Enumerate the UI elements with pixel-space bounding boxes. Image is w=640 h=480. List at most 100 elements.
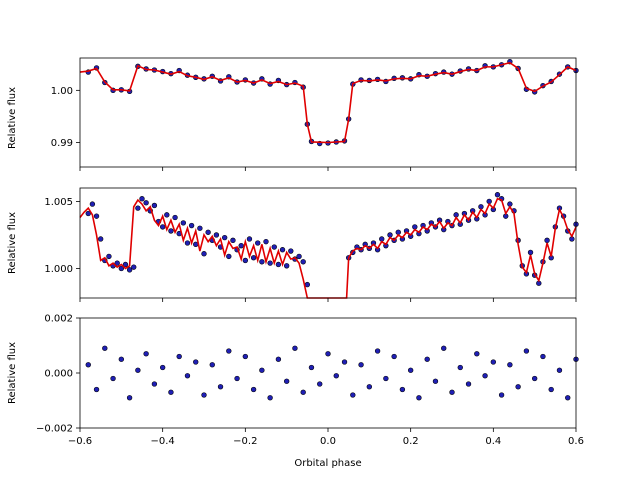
data-point <box>374 348 381 354</box>
data-point <box>304 281 311 288</box>
data-point <box>308 364 315 371</box>
data-point <box>399 386 406 393</box>
data-point <box>383 375 389 382</box>
data-point <box>416 395 422 401</box>
y-ticks: 1.000 1.005 <box>44 197 80 275</box>
data-point <box>209 362 215 368</box>
data-point <box>242 353 249 360</box>
data-point <box>490 359 497 365</box>
data-point <box>556 367 563 373</box>
data-point <box>325 351 331 357</box>
data-point <box>296 253 302 260</box>
data-point <box>89 201 96 207</box>
data-point <box>540 353 546 360</box>
y-tick-label: 0.002 <box>44 314 73 325</box>
panel-top: 0.99 1.00 Relative flux <box>7 57 579 171</box>
data-point <box>271 244 277 250</box>
data-point <box>164 212 170 218</box>
data-point <box>139 196 145 202</box>
data-point <box>259 367 265 373</box>
y-tick-label: 0.99 <box>51 138 73 149</box>
y-tick-label: −0.002 <box>36 424 73 435</box>
data-point <box>292 345 298 351</box>
data-point <box>515 384 521 390</box>
data-point <box>267 260 273 266</box>
data-point <box>201 392 207 398</box>
data-point <box>143 351 149 357</box>
data-point <box>114 260 120 266</box>
data-point <box>366 384 373 390</box>
residual-points <box>85 345 579 401</box>
data-point <box>391 353 397 360</box>
data-point <box>407 367 414 373</box>
data-point <box>317 381 323 387</box>
x-tick-label: 0.0 <box>320 436 336 447</box>
data-point <box>106 253 112 260</box>
data-point <box>548 386 554 393</box>
data-point <box>275 356 282 362</box>
data-point <box>93 213 100 219</box>
data-point <box>279 247 286 253</box>
data-point <box>85 362 91 368</box>
y-ticks: −0.002 0.000 0.002 <box>36 314 80 435</box>
data-point <box>131 264 137 270</box>
data-point <box>184 240 191 246</box>
data-point <box>255 240 261 246</box>
data-point <box>523 348 530 354</box>
data-point <box>482 373 488 379</box>
data-point <box>358 362 364 368</box>
data-point <box>221 234 228 241</box>
data-point <box>205 229 211 235</box>
x-ticks <box>79 298 577 302</box>
data-point <box>544 237 550 243</box>
data-point <box>226 253 232 260</box>
data-point <box>201 251 207 257</box>
x-tick-label: 0.4 <box>485 436 501 447</box>
data-point <box>494 192 501 198</box>
y-axis-label: Relative flux <box>7 212 18 274</box>
data-point <box>135 367 141 373</box>
y-axis-label: Relative flux <box>7 87 18 149</box>
data-point <box>527 249 534 256</box>
data-point <box>217 384 224 390</box>
data-point <box>97 236 104 242</box>
data-point <box>387 232 393 238</box>
x-tick-label: 0.6 <box>568 436 584 447</box>
x-tick-label: −0.2 <box>233 436 257 447</box>
data-point <box>412 224 418 230</box>
data-point <box>246 236 253 242</box>
data-point <box>197 225 203 231</box>
data-point <box>283 378 290 384</box>
data-point <box>118 265 125 272</box>
data-point <box>122 261 129 268</box>
data-point <box>424 356 430 362</box>
data-point <box>188 222 195 229</box>
data-point <box>230 237 236 243</box>
data-point <box>126 395 133 401</box>
data-point <box>151 202 158 209</box>
data-point <box>395 229 401 235</box>
data-point <box>151 381 158 387</box>
data-point <box>250 386 257 393</box>
data-point <box>283 263 290 269</box>
data-point <box>172 214 178 221</box>
data-point <box>507 362 513 368</box>
x-tick-label: 0.2 <box>403 436 419 447</box>
y-tick-label: 0.000 <box>44 369 73 380</box>
data-point <box>341 359 348 365</box>
data-point <box>234 375 240 382</box>
y-tick-label: 1.000 <box>44 264 73 275</box>
data-point <box>288 248 294 254</box>
data-point <box>184 373 191 379</box>
data-point <box>176 353 182 360</box>
data-point <box>565 395 571 401</box>
data-point <box>226 348 232 354</box>
model-curve <box>79 61 577 144</box>
data-point <box>126 267 133 273</box>
x-ticks <box>79 167 577 171</box>
panel-middle: 1.000 1.005 Relative flux <box>7 187 579 302</box>
x-tick-label: −0.6 <box>68 436 92 447</box>
data-point <box>135 205 141 211</box>
data-point <box>263 238 269 245</box>
data-point <box>238 243 244 249</box>
